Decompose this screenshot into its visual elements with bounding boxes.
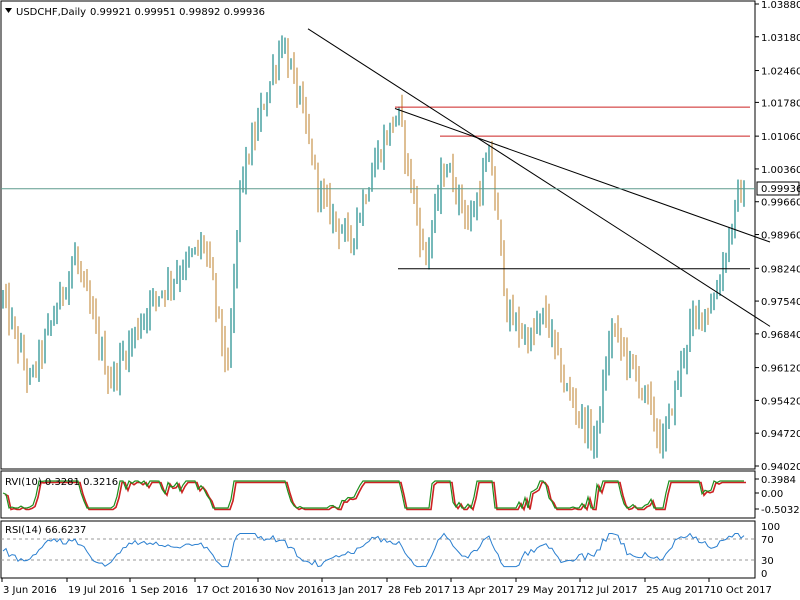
date-tick-label: 12 Jul 2017 [581,585,638,596]
price-tick-label: 0.94720 [761,429,800,440]
symbol-menu-icon[interactable] [5,8,12,13]
trendline[interactable] [394,108,771,243]
date-tick-label: 19 Jul 2016 [68,585,125,596]
date-tick-label: 13 Apr 2017 [452,585,514,596]
rsi-tick-30: 30 [761,556,774,567]
ohlc-readout: 0.99921 0.99951 0.99892 0.99936 [90,7,265,18]
date-tick-label: 28 Feb 2017 [388,585,450,596]
rsi-title: RSI(14) 66.6237 [5,525,86,536]
price-axis: 1.03880 1.03180 1.02460 1.01780 1.01060 1.003… [755,0,800,473]
price-tick-label: 0.98240 [761,264,800,275]
price-tick-label: 0.97540 [761,297,800,308]
price-tick-label: 0.99660 [761,198,800,209]
rvi-signal-line [4,481,746,512]
price-tick-label: 1.00360 [761,165,800,176]
price-tick-label: 1.02460 [761,67,800,78]
symbol-title: USDCHF,Daily [16,7,86,18]
date-tick-label: 13 Jan 2017 [323,585,383,596]
rvi-main-line [2,480,744,510]
price-tick-label: 1.03880 [761,0,800,11]
price-tick-label: 0.96120 [761,364,800,375]
rsi-tick-0: 0 [761,569,767,580]
support-resistance-levels [395,106,750,270]
date-tick-label: 10 Oct 2017 [710,585,772,596]
rvi-axis: 0.3984 0.00 -0.5032 [755,475,800,516]
date-tick-label: 25 Aug 2017 [646,585,710,596]
rsi-line [2,532,745,568]
trendlines [307,28,771,327]
date-tick-label: 1 Sep 2016 [131,585,188,596]
date-tick-label: 17 Oct 2016 [196,585,258,596]
price-tick-label: 0.95420 [761,396,800,407]
date-axis: 3 Jun 2016 19 Jul 2016 1 Sep 2016 17 Oct 20… [1,578,772,596]
price-tick-label: 1.03180 [761,33,800,44]
date-tick-label: 30 Nov 2016 [259,585,323,596]
rsi-tick-100: 100 [761,522,780,533]
rvi-tick-zero: 0.00 [761,489,783,500]
price-tick-label: 1.01060 [761,132,800,143]
rvi-tick-bottom: -0.5032 [761,505,800,516]
rvi-tick-top: 0.3984 [761,475,796,486]
price-tick-label: 0.98960 [761,231,800,242]
price-tick-label: 0.96840 [761,330,800,341]
trendline[interactable] [307,28,771,327]
price-panel[interactable] [0,0,756,470]
price-tick-label: 1.01780 [761,98,800,109]
current-price-tag [756,181,800,196]
current-price-label: 0.99936 [761,184,800,195]
rvi-title: RVI(10) 0.3281 0.3216 [5,477,118,488]
date-tick-label: 3 Jun 2016 [3,585,57,596]
rsi-panel[interactable] [0,520,756,579]
date-tick-label: 29 May 2017 [517,585,582,596]
rsi-tick-70: 70 [761,535,774,546]
rsi-axis: 100 70 30 0 [761,522,780,580]
price-tick-label: 0.94020 [761,462,800,473]
